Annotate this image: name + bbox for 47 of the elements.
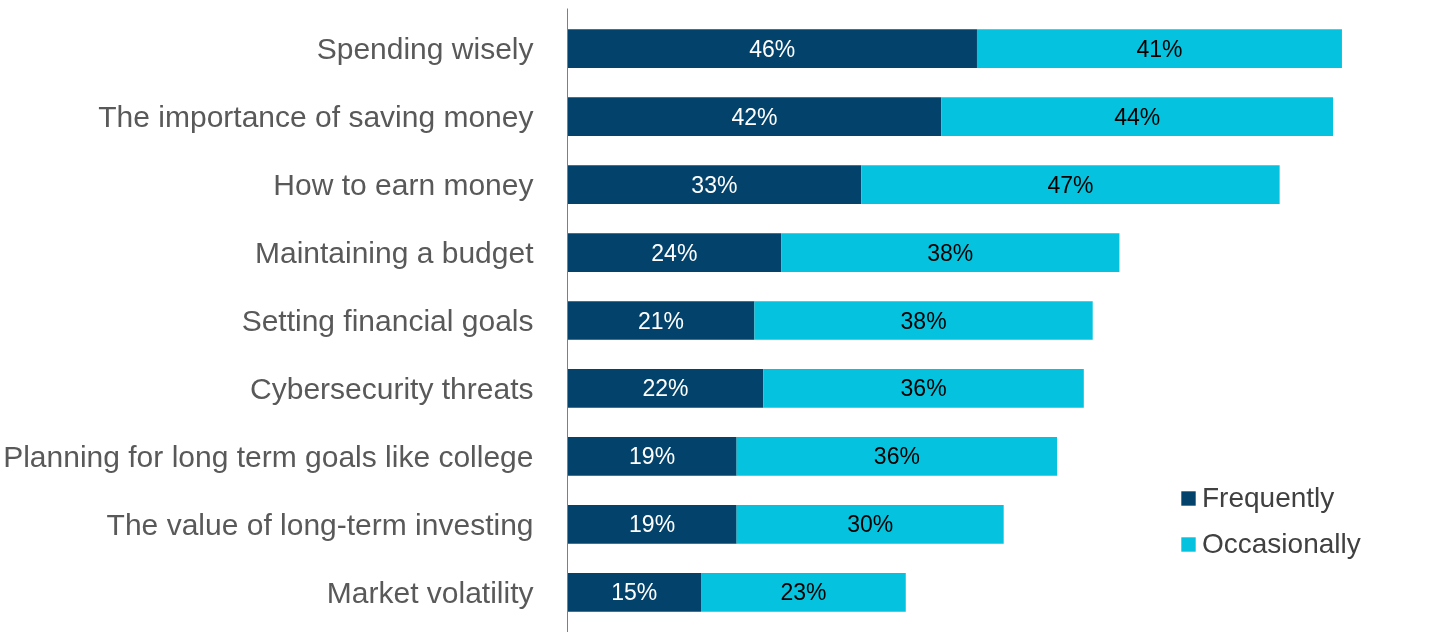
data-label: 36% bbox=[900, 375, 947, 402]
legend-label: Frequently bbox=[1202, 482, 1335, 514]
y-tick-label: Setting financial goals bbox=[241, 304, 534, 337]
data-label: 23% bbox=[780, 579, 827, 606]
data-label: 38% bbox=[927, 239, 974, 266]
bar bbox=[701, 573, 906, 612]
bar bbox=[567, 301, 755, 340]
data-label: 42% bbox=[731, 103, 778, 130]
data-label: 15% bbox=[611, 579, 658, 606]
data-label: 46% bbox=[749, 35, 796, 62]
y-tick-label: Maintaining a budget bbox=[254, 236, 535, 270]
data-label: 24% bbox=[651, 239, 698, 266]
bar bbox=[781, 233, 1120, 272]
data-label: 19% bbox=[629, 511, 676, 538]
y-tick-label: The value of long-term investing bbox=[106, 507, 534, 541]
bar bbox=[754, 301, 1093, 340]
bar bbox=[736, 437, 1058, 476]
y-tick-label: Cybersecurity threats bbox=[250, 371, 534, 405]
data-label: 33% bbox=[691, 171, 738, 198]
data-label: 47% bbox=[1047, 171, 1094, 198]
bar bbox=[861, 165, 1280, 204]
bar bbox=[567, 505, 737, 544]
y-tick-label: Market volatility bbox=[326, 575, 534, 609]
bar bbox=[567, 165, 862, 204]
y-tick-label: Planning for long term goals like college bbox=[3, 439, 534, 473]
data-label: 41% bbox=[1136, 35, 1183, 62]
bar bbox=[567, 437, 737, 476]
bar bbox=[976, 29, 1342, 68]
data-label: 38% bbox=[900, 307, 947, 334]
y-tick-label: Spending wisely bbox=[316, 32, 534, 66]
bar bbox=[567, 233, 782, 272]
y-tick-label: How to earn money bbox=[273, 168, 534, 202]
bar bbox=[567, 573, 702, 612]
bar bbox=[567, 97, 942, 136]
bar bbox=[763, 369, 1084, 408]
data-label: 30% bbox=[847, 511, 894, 538]
bar bbox=[567, 369, 764, 408]
data-label: 36% bbox=[873, 443, 920, 470]
data-label: 21% bbox=[637, 307, 684, 334]
data-label: 22% bbox=[642, 375, 689, 402]
bar bbox=[941, 97, 1334, 136]
data-label: 44% bbox=[1114, 103, 1161, 130]
bar bbox=[736, 505, 1004, 544]
bar bbox=[567, 29, 977, 68]
legend-label: Occasionally bbox=[1202, 528, 1361, 560]
y-tick-label: The importance of saving money bbox=[98, 100, 534, 134]
data-label: 19% bbox=[629, 443, 676, 470]
